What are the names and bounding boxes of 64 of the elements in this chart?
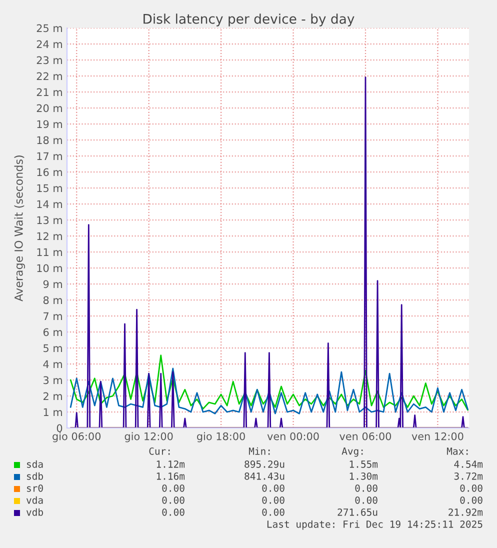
text: Min:	[248, 447, 270, 455]
y-tick-label: 5 m	[44, 344, 62, 352]
text: 21.92m	[448, 508, 483, 516]
text: 271.65u	[338, 508, 378, 516]
text: Max:	[446, 448, 468, 455]
y-tick-label: 15 m	[37, 184, 62, 192]
text: 1.16m	[156, 472, 185, 480]
y-tick-label: 9 m	[43, 280, 62, 288]
x-tick-label: ven 12:00	[412, 432, 464, 440]
text: Avg:	[342, 448, 363, 457]
y-tick-label: 25 m	[36, 24, 62, 32]
y-tick-label: 17 m	[37, 152, 62, 160]
text: 895.29u	[244, 460, 284, 468]
legend-label: vdb	[26, 508, 43, 516]
text: 0.00	[460, 484, 482, 492]
text: 0.00	[355, 496, 378, 504]
text: 1.55m	[350, 460, 378, 468]
text: 841.43u	[244, 472, 284, 480]
text: 0.00	[262, 508, 284, 516]
x-tick-label: gio 18:00	[197, 432, 245, 442]
x-tick-label: gio 06:00	[52, 432, 101, 442]
y-tick-label: 7 m	[44, 312, 62, 320]
y-tick-label: 4 m	[43, 360, 62, 368]
text: Last update: Fri Dec 19 14:25:11 2025	[267, 520, 482, 530]
text: 3.72m	[454, 472, 483, 480]
y-tick-label: 8 m	[43, 296, 62, 304]
y-tick-label: 20 m	[36, 104, 62, 112]
y-tick-label: 19 m	[37, 120, 62, 128]
x-tick-label: gio 12:00	[124, 432, 173, 442]
y-tick-label: 13 m	[37, 216, 62, 224]
y-tick-label: 14 m	[37, 200, 62, 208]
y-tick-label: 21 m	[36, 88, 62, 96]
text: 4.54m	[454, 460, 483, 468]
text: 0.00	[355, 484, 378, 492]
legend-label: sda	[27, 460, 43, 468]
y-tick-label: 18 m	[37, 136, 62, 144]
y-tick-label: 2 m	[44, 392, 62, 400]
x-tick-label: ven 00:00	[267, 432, 319, 440]
text: 0.00	[262, 496, 284, 504]
legend-label: sdb	[27, 472, 43, 480]
y-axis-title: Average IO Wait (seconds)	[14, 156, 26, 302]
text: 0.00	[162, 508, 184, 516]
y-tick-label: 3 m	[44, 376, 62, 384]
text: 0.00	[460, 496, 482, 504]
y-tick-label: 24 m	[36, 40, 62, 48]
y-tick-label: 12 m	[37, 232, 62, 240]
legend-label: sr0	[27, 484, 43, 492]
text: 0.00	[262, 484, 284, 492]
text: 0.00	[162, 496, 184, 504]
x-tick-label: ven 06:00	[340, 432, 392, 440]
legend-label: vda	[26, 496, 43, 504]
text: Cur:	[149, 447, 170, 455]
y-tick-label: 23 m	[36, 56, 62, 64]
y-tick-label: 10 m	[37, 264, 62, 272]
chart-title: Disk latency per device - by day	[144, 14, 354, 26]
y-tick-label: 1 m	[44, 408, 62, 416]
y-tick-label: 0	[56, 424, 62, 432]
text: 1.30m	[350, 472, 378, 480]
y-tick-label: 22 m	[36, 72, 62, 80]
y-tick-label: 16 m	[37, 168, 62, 176]
text: 1.12m	[156, 460, 185, 468]
y-tick-label: 11 m	[37, 248, 62, 256]
text: 0.00	[162, 484, 184, 492]
y-tick-label: 6 m	[43, 328, 62, 336]
